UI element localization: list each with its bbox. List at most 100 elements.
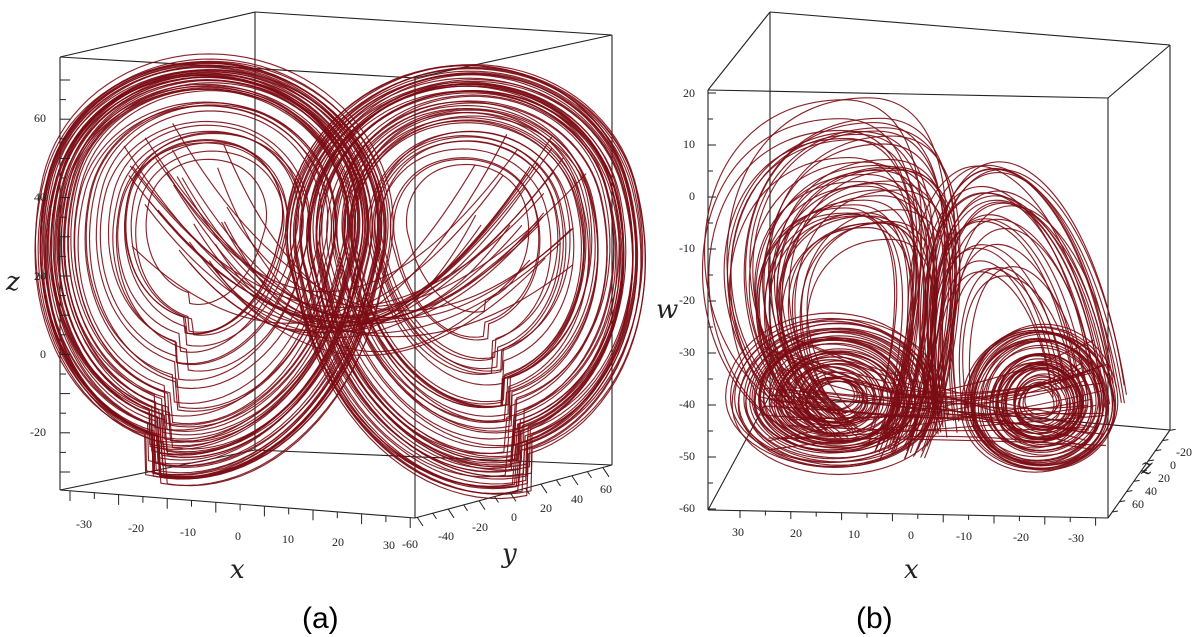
- w-tick-label: -60: [679, 501, 695, 515]
- trajectory-loop: [348, 115, 599, 423]
- trajectory-loop: [57, 76, 368, 454]
- trajectory-arch: [918, 164, 1111, 402]
- trajectory-strand: [226, 173, 587, 308]
- panel-b-z-axis: -20 0 20 40 60: [1132, 445, 1192, 511]
- trajectory-arch: [941, 218, 1098, 421]
- y-tick-label: -20: [472, 520, 488, 534]
- y-tick-label: 40: [571, 492, 583, 506]
- trajectory-arch: [919, 185, 1091, 402]
- trajectory-arch: [938, 260, 1054, 424]
- trajectory-strand: [768, 437, 1106, 447]
- trajectory-loop: [405, 163, 530, 313]
- z-tick-label: -20: [30, 425, 46, 439]
- z-tick-mark: [1119, 500, 1126, 503]
- trajectory-loop: [332, 104, 599, 429]
- z-tick-label: 40: [34, 190, 46, 204]
- trajectory-loop: [34, 62, 381, 479]
- trajectory-loop: [972, 333, 1116, 471]
- trajectory-loop: [731, 318, 947, 476]
- trajectory-loop: [84, 102, 337, 412]
- trajectory-arch: [969, 266, 1089, 429]
- z-tick-label: 60: [34, 111, 46, 125]
- trajectory-strand: [128, 175, 523, 326]
- y-tick-mark: [602, 467, 610, 478]
- trajectory-loop: [115, 132, 310, 372]
- x-tick-label: -10: [956, 529, 972, 543]
- trajectory-loop: [350, 109, 593, 408]
- y-tick-mark: [556, 479, 561, 487]
- y-tick-mark: [494, 496, 499, 503]
- y-tick-mark: [416, 516, 424, 527]
- trajectory-strand: [129, 165, 545, 308]
- x-tick-label: 10: [848, 527, 860, 541]
- trajectory-strand: [215, 164, 476, 317]
- trajectory-strand: [144, 187, 526, 328]
- z-tick-label: 20: [1158, 471, 1170, 485]
- trajectory-loop: [316, 92, 621, 462]
- trajectory-arch: [701, 118, 918, 451]
- z-tick-mark: [1126, 490, 1133, 493]
- z-tick-label: 0: [1170, 458, 1176, 472]
- trajectory-arch: [745, 122, 945, 447]
- trajectory-arch: [728, 157, 917, 461]
- y-tick-mark: [509, 492, 517, 502]
- y-tick-mark: [478, 500, 486, 510]
- trajectory-loop: [980, 346, 1100, 462]
- y-tick-mark: [587, 471, 592, 479]
- trajectory-strand: [172, 123, 574, 312]
- panel-a-y-axis: -60 -40 -20 0 20 40 60: [402, 467, 612, 551]
- trajectory-strand: [763, 405, 1090, 431]
- trajectory-strand: [788, 388, 1105, 435]
- panel-a-z-axis: 60 40 20 0 -20: [30, 79, 70, 473]
- trajectory-loop: [107, 124, 304, 365]
- trajectory-loop: [74, 101, 337, 425]
- trajectory-arch: [931, 218, 1081, 417]
- trajectory-loop: [758, 339, 906, 448]
- trajectory-arch: [934, 214, 1088, 420]
- trajectory-strand: [148, 157, 564, 318]
- trajectory-strand: [764, 350, 1108, 394]
- trajectory-arch: [743, 117, 956, 456]
- trajectory-loop: [1013, 367, 1079, 431]
- trajectory-loop: [332, 101, 596, 422]
- panel-b: 20 10 0 -10 -20 -30 -40 -50 -60 w 30 20 …: [656, 11, 1192, 635]
- z-axis-label: z: [5, 267, 20, 297]
- trajectory-strand: [788, 412, 1103, 421]
- x-tick-label: 0: [908, 528, 914, 542]
- x-tick-label: -20: [1013, 530, 1029, 544]
- trajectory-arch: [708, 129, 916, 452]
- trajectory-loop: [372, 136, 567, 374]
- z-tick-mark: [1155, 449, 1162, 452]
- w-tick-label: -40: [679, 397, 695, 411]
- trajectory-loop: [737, 327, 931, 468]
- x-tick-label: 30: [732, 525, 744, 539]
- z-tick-label: 40: [1145, 484, 1157, 498]
- trajectory-arch: [764, 199, 920, 451]
- z-axis-label: z: [1140, 455, 1153, 480]
- trajectory-loop: [751, 336, 908, 451]
- trajectory-arch: [923, 192, 1099, 401]
- trajectory-arch: [958, 267, 1068, 421]
- trajectory-loop: [989, 353, 1094, 453]
- trajectory-loop: [40, 66, 380, 476]
- x-tick-label: 0: [235, 529, 241, 543]
- x-tick-label: 20: [332, 535, 344, 549]
- w-tick-label: 10: [683, 137, 695, 151]
- y-tick-mark: [432, 512, 437, 520]
- trajectory-loop: [112, 130, 304, 366]
- trajectory-strand: [763, 346, 1087, 447]
- trajectory-loop: [330, 100, 608, 440]
- x-tick-label: 20: [790, 526, 802, 540]
- y-tick-label: 0: [511, 510, 517, 524]
- z-tick-mark: [1133, 479, 1140, 482]
- trajectory-loop: [117, 142, 289, 353]
- y-tick-label: 60: [600, 482, 612, 496]
- trajectory-loop: [745, 331, 921, 460]
- z-tick-mark: [1140, 469, 1147, 472]
- trajectory-strand: [223, 144, 572, 319]
- trajectory-loop: [377, 148, 552, 361]
- panel-b-tick-marks: [708, 92, 1176, 526]
- trajectory-loop: [145, 158, 268, 305]
- trajectory-loop: [380, 140, 559, 360]
- w-tick-label: -50: [679, 449, 695, 463]
